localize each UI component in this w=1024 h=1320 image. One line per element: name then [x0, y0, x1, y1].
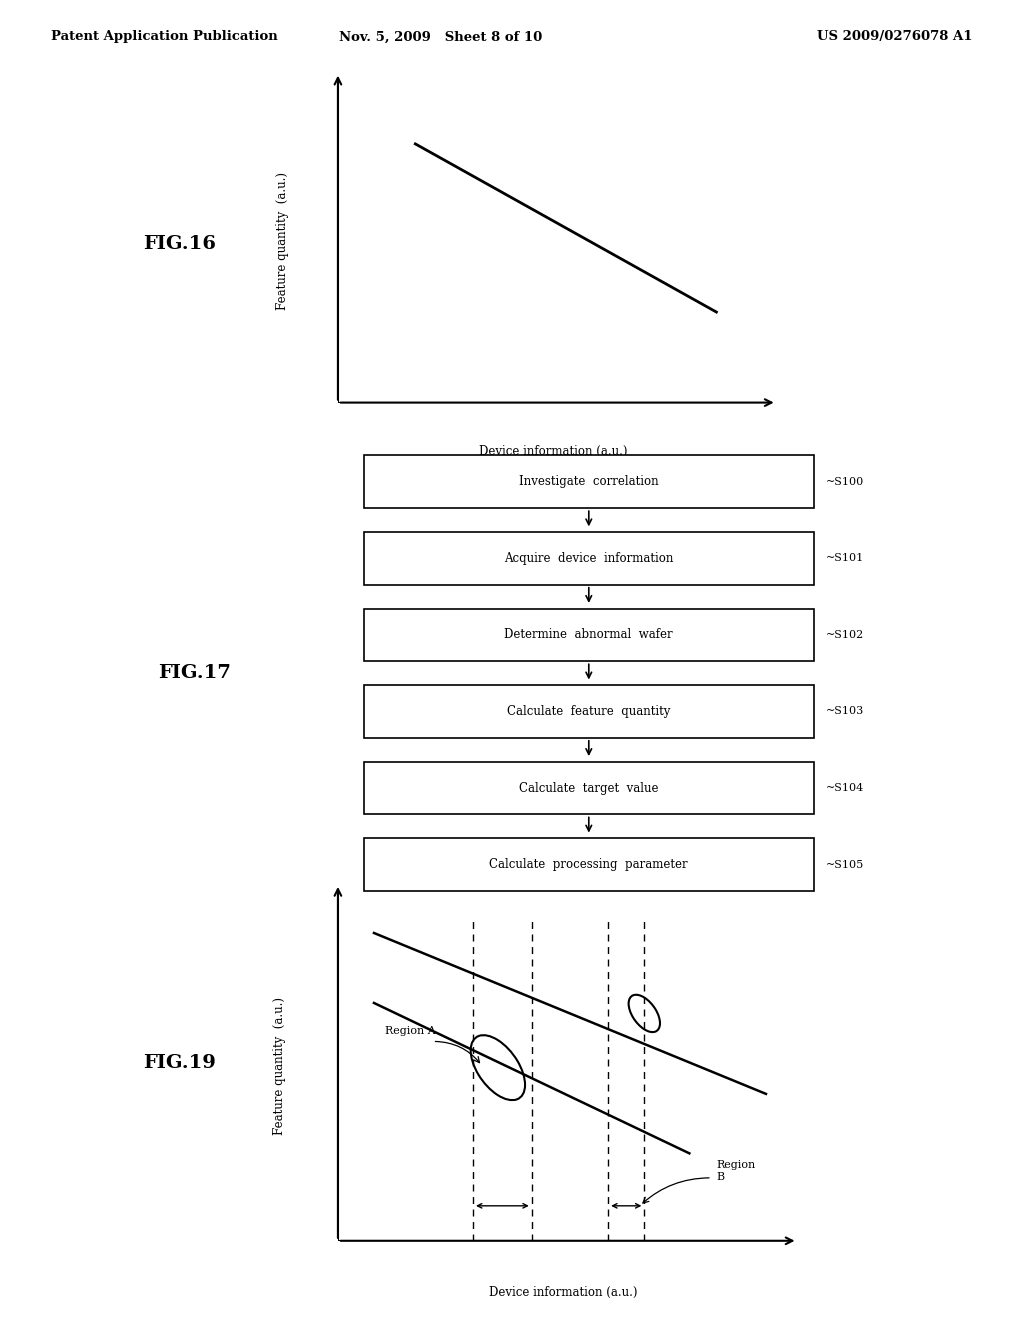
Text: US 2009/0276078 A1: US 2009/0276078 A1 [817, 30, 973, 44]
Text: Device information (a.u.): Device information (a.u.) [478, 445, 628, 458]
Text: Device information (a.u.): Device information (a.u.) [488, 1286, 638, 1299]
Text: ~S101: ~S101 [826, 553, 864, 564]
Text: FIG.16: FIG.16 [142, 235, 216, 253]
Text: Acquire  device  information: Acquire device information [504, 552, 674, 565]
Text: ~S105: ~S105 [826, 859, 864, 870]
Text: Patent Application Publication: Patent Application Publication [51, 30, 278, 44]
Text: FIG.19: FIG.19 [142, 1053, 216, 1072]
Text: ~S104: ~S104 [826, 783, 864, 793]
Text: Calculate  processing  parameter: Calculate processing parameter [489, 858, 688, 871]
Text: Region
B: Region B [717, 1160, 756, 1181]
Text: Nov. 5, 2009   Sheet 8 of 10: Nov. 5, 2009 Sheet 8 of 10 [339, 30, 542, 44]
Text: Feature quantity  (a.u.): Feature quantity (a.u.) [272, 997, 286, 1135]
Text: Investigate  correlation: Investigate correlation [519, 475, 658, 488]
Text: ~S100: ~S100 [826, 477, 864, 487]
Text: FIG.17: FIG.17 [158, 664, 231, 682]
Text: ~S103: ~S103 [826, 706, 864, 717]
Text: Calculate  target  value: Calculate target value [519, 781, 658, 795]
Text: Feature quantity  (a.u.): Feature quantity (a.u.) [275, 172, 289, 310]
Text: Calculate  feature  quantity: Calculate feature quantity [507, 705, 671, 718]
Text: Determine  abnormal  wafer: Determine abnormal wafer [505, 628, 673, 642]
Text: ~S102: ~S102 [826, 630, 864, 640]
Text: Region A: Region A [385, 1026, 435, 1036]
